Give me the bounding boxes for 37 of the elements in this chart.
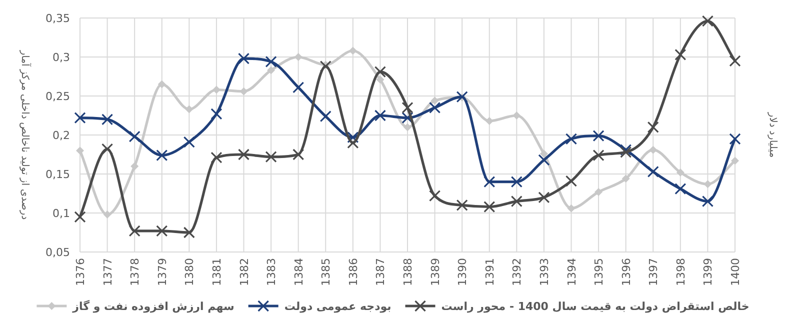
legend-label: بودجه عمومی دولت xyxy=(284,300,392,313)
x-tick-label: 1390 xyxy=(456,258,470,286)
x-tick-label: 1376 xyxy=(74,258,87,286)
y-axis-title: درصدی از تولید ناخالص داخلی مرکز آمار xyxy=(19,49,32,220)
x-tick-label: 1381 xyxy=(210,258,224,286)
x-tick-label: 1396 xyxy=(620,258,633,286)
y-tick-label: 0,1 xyxy=(52,207,70,220)
x-tick-label: 1393 xyxy=(538,258,551,286)
x-tick-label: 1385 xyxy=(320,258,333,286)
x-tick-label: 1394 xyxy=(565,258,578,286)
x-tick-label: 1382 xyxy=(238,258,251,286)
legend-label: سهم ارزش افزوده نفت و گاز xyxy=(72,300,234,313)
x-tick-label: 1387 xyxy=(374,258,388,286)
x-tick-label: 1389 xyxy=(428,258,442,286)
y-tick-label: 0,35 xyxy=(46,12,70,25)
legend-label: خالص استقراض دولت به قیمت سال 1400 - محور راست xyxy=(441,300,750,313)
y-tick-label: 0,25 xyxy=(46,90,70,103)
x-tick-label: 1388 xyxy=(402,258,414,286)
y-tick-label: 0,05 xyxy=(46,246,70,259)
x-tick-label: 1391 xyxy=(483,258,496,286)
x-tick-label: 1400 xyxy=(729,258,742,286)
x-tick-label: 1377 xyxy=(101,258,114,286)
x-tick-label: 1399 xyxy=(702,258,715,286)
y2-axis-title: میلیارد دلار xyxy=(767,111,778,158)
x-tick-label: 1386 xyxy=(346,258,360,286)
x-tick-label: 1397 xyxy=(647,258,660,286)
x-tick-label: 1384 xyxy=(292,258,306,286)
x-tick-label: 1392 xyxy=(510,258,524,286)
y-tick-label: 0,3 xyxy=(52,51,70,64)
x-tick-label: 1379 xyxy=(156,258,169,286)
x-tick-label: 1395 xyxy=(592,258,606,286)
y-tick-label: 0,2 xyxy=(52,129,70,142)
y-tick-label: 0,15 xyxy=(46,168,70,181)
x-tick-label: 1383 xyxy=(265,258,278,286)
x-tick-label: 1380 xyxy=(183,258,196,286)
x-tick-label: 1378 xyxy=(128,258,142,286)
x-tick-label: 1398 xyxy=(674,258,688,286)
